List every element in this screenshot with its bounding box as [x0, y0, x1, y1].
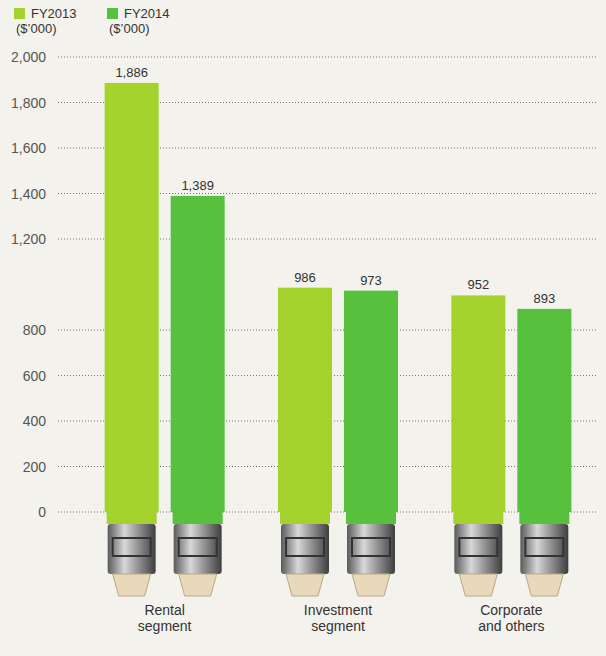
- tick-label: 0: [38, 504, 46, 520]
- legend-swatch: [14, 8, 25, 19]
- brush-bristles: [453, 512, 503, 524]
- background: [0, 0, 606, 656]
- brush-bristles: [107, 512, 157, 524]
- brush-bristles: [173, 512, 223, 524]
- brush-ferrule-band: [525, 538, 563, 556]
- bar: [278, 288, 332, 512]
- bar: [344, 291, 398, 512]
- brush-ferrule: [174, 524, 222, 574]
- data-label: 973: [360, 273, 382, 288]
- legend-line: ($’000): [16, 21, 56, 36]
- brush-ferrule: [281, 524, 329, 574]
- bars: [105, 83, 572, 512]
- data-label: 986: [294, 270, 316, 285]
- data-label: 1,389: [181, 178, 214, 193]
- data-label: 1,886: [115, 65, 148, 80]
- brush-ferrule-band: [459, 538, 497, 556]
- tick-label: 1,800: [11, 95, 46, 111]
- brush-ferrule: [520, 524, 568, 574]
- category-line: and others: [478, 618, 544, 634]
- category-label: Corporateand others: [478, 602, 544, 634]
- brush-handle: [179, 574, 217, 596]
- bar: [171, 196, 225, 512]
- grid: [58, 57, 598, 512]
- brushes: [107, 512, 570, 596]
- brush-handle: [525, 574, 563, 596]
- legend-line: FY2014: [124, 6, 170, 21]
- brush-ferrule: [108, 524, 156, 574]
- bar: [451, 295, 505, 512]
- brush-handle: [286, 574, 324, 596]
- brush-handle: [352, 574, 390, 596]
- tick-label: 2,000: [11, 49, 46, 65]
- category-label: Rentalsegment: [138, 602, 192, 634]
- tick-label: 600: [23, 368, 47, 384]
- tick-label: 400: [23, 413, 47, 429]
- category-line: Investment: [304, 602, 373, 618]
- legend-line: ($’000): [109, 21, 149, 36]
- legend-swatch: [107, 8, 118, 19]
- data-labels: 1,886 1,389 986 973 952 893: [115, 65, 555, 306]
- brush-ferrule: [347, 524, 395, 574]
- tick-label: 200: [23, 459, 47, 475]
- category-line: segment: [311, 618, 365, 634]
- brush-ferrule-band: [352, 538, 390, 556]
- bar: [517, 309, 571, 512]
- grid-line: [58, 57, 598, 58]
- category-line: segment: [138, 618, 192, 634]
- brush-bristles: [280, 512, 330, 524]
- brush-handle: [459, 574, 497, 596]
- brush-ferrule: [454, 524, 502, 574]
- category-line: Corporate: [480, 602, 542, 618]
- legend-label: FY2014($’000): [109, 6, 170, 36]
- category-line: Rental: [144, 602, 184, 618]
- brush-ferrule-band: [179, 538, 217, 556]
- legend: FY2013($’000)FY2014($’000): [14, 6, 170, 36]
- data-label: 893: [533, 291, 555, 306]
- brush-ferrule-band: [113, 538, 151, 556]
- legend-line: FY2013: [31, 6, 77, 21]
- bar: [105, 83, 159, 512]
- chart: 0 200 400 600 800 1,200 1,400 1,600 1,800 2,000 1,…: [0, 0, 606, 656]
- tick-label: 1,600: [11, 140, 46, 156]
- tick-label: 1,400: [11, 186, 46, 202]
- brush-bristles: [519, 512, 569, 524]
- brush-ferrule-band: [286, 538, 324, 556]
- data-label: 952: [467, 277, 489, 292]
- brush-bristles: [346, 512, 396, 524]
- legend-label: FY2013($’000): [16, 6, 77, 36]
- tick-label: 800: [23, 322, 47, 338]
- brush-handle: [113, 574, 151, 596]
- tick-label: 1,200: [11, 231, 46, 247]
- category-label: Investmentsegment: [304, 602, 373, 634]
